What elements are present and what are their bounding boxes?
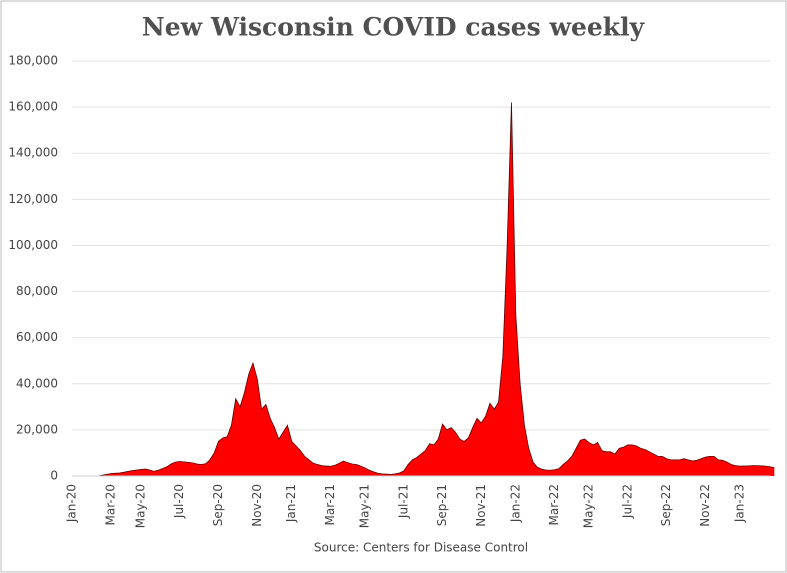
y-tick-label: 80,000 bbox=[16, 284, 58, 298]
x-tick-label: Nov-21 bbox=[474, 484, 488, 527]
x-tick-label: Sep-20 bbox=[211, 484, 225, 526]
y-tick-label: 100,000 bbox=[8, 238, 58, 252]
x-tick-label: Nov-20 bbox=[250, 484, 264, 527]
y-tick-label: 20,000 bbox=[16, 422, 58, 436]
y-tick-label: 0 bbox=[50, 469, 58, 483]
x-tick-label: Jan-23 bbox=[732, 484, 746, 523]
y-tick-label: 160,000 bbox=[8, 100, 58, 114]
x-tick-label: Jul-22 bbox=[620, 484, 634, 519]
x-tick-label: Sep-22 bbox=[659, 484, 673, 526]
y-tick-label: 40,000 bbox=[16, 376, 58, 390]
y-tick-label: 120,000 bbox=[8, 192, 58, 206]
source-note: Source: Centers for Disease Control bbox=[314, 541, 528, 555]
x-tick-label: Nov-22 bbox=[698, 484, 712, 527]
y-tick-label: 60,000 bbox=[16, 330, 58, 344]
x-tick-label: Jan-21 bbox=[284, 484, 298, 523]
x-tick-label: Mar-22 bbox=[547, 484, 561, 525]
x-tick-label: May-22 bbox=[582, 484, 596, 528]
x-tick-label: May-21 bbox=[357, 484, 371, 528]
chart-title: New Wisconsin COVID cases weekly bbox=[142, 13, 646, 42]
y-tick-label: 140,000 bbox=[8, 146, 58, 160]
x-tick-label: Jan-20 bbox=[65, 484, 79, 523]
x-tick-label: Mar-20 bbox=[103, 484, 117, 525]
x-tick-label: Jan-22 bbox=[508, 484, 522, 523]
x-tick-label: Jul-20 bbox=[172, 484, 186, 519]
area-outline bbox=[72, 102, 775, 477]
area-fill bbox=[72, 102, 775, 476]
x-tick-label: Mar-21 bbox=[323, 484, 337, 525]
x-tick-label: Jul-21 bbox=[396, 484, 410, 519]
y-tick-label: 180,000 bbox=[8, 54, 58, 68]
x-tick-label: May-20 bbox=[133, 484, 147, 528]
x-tick-label: Sep-21 bbox=[435, 484, 449, 526]
